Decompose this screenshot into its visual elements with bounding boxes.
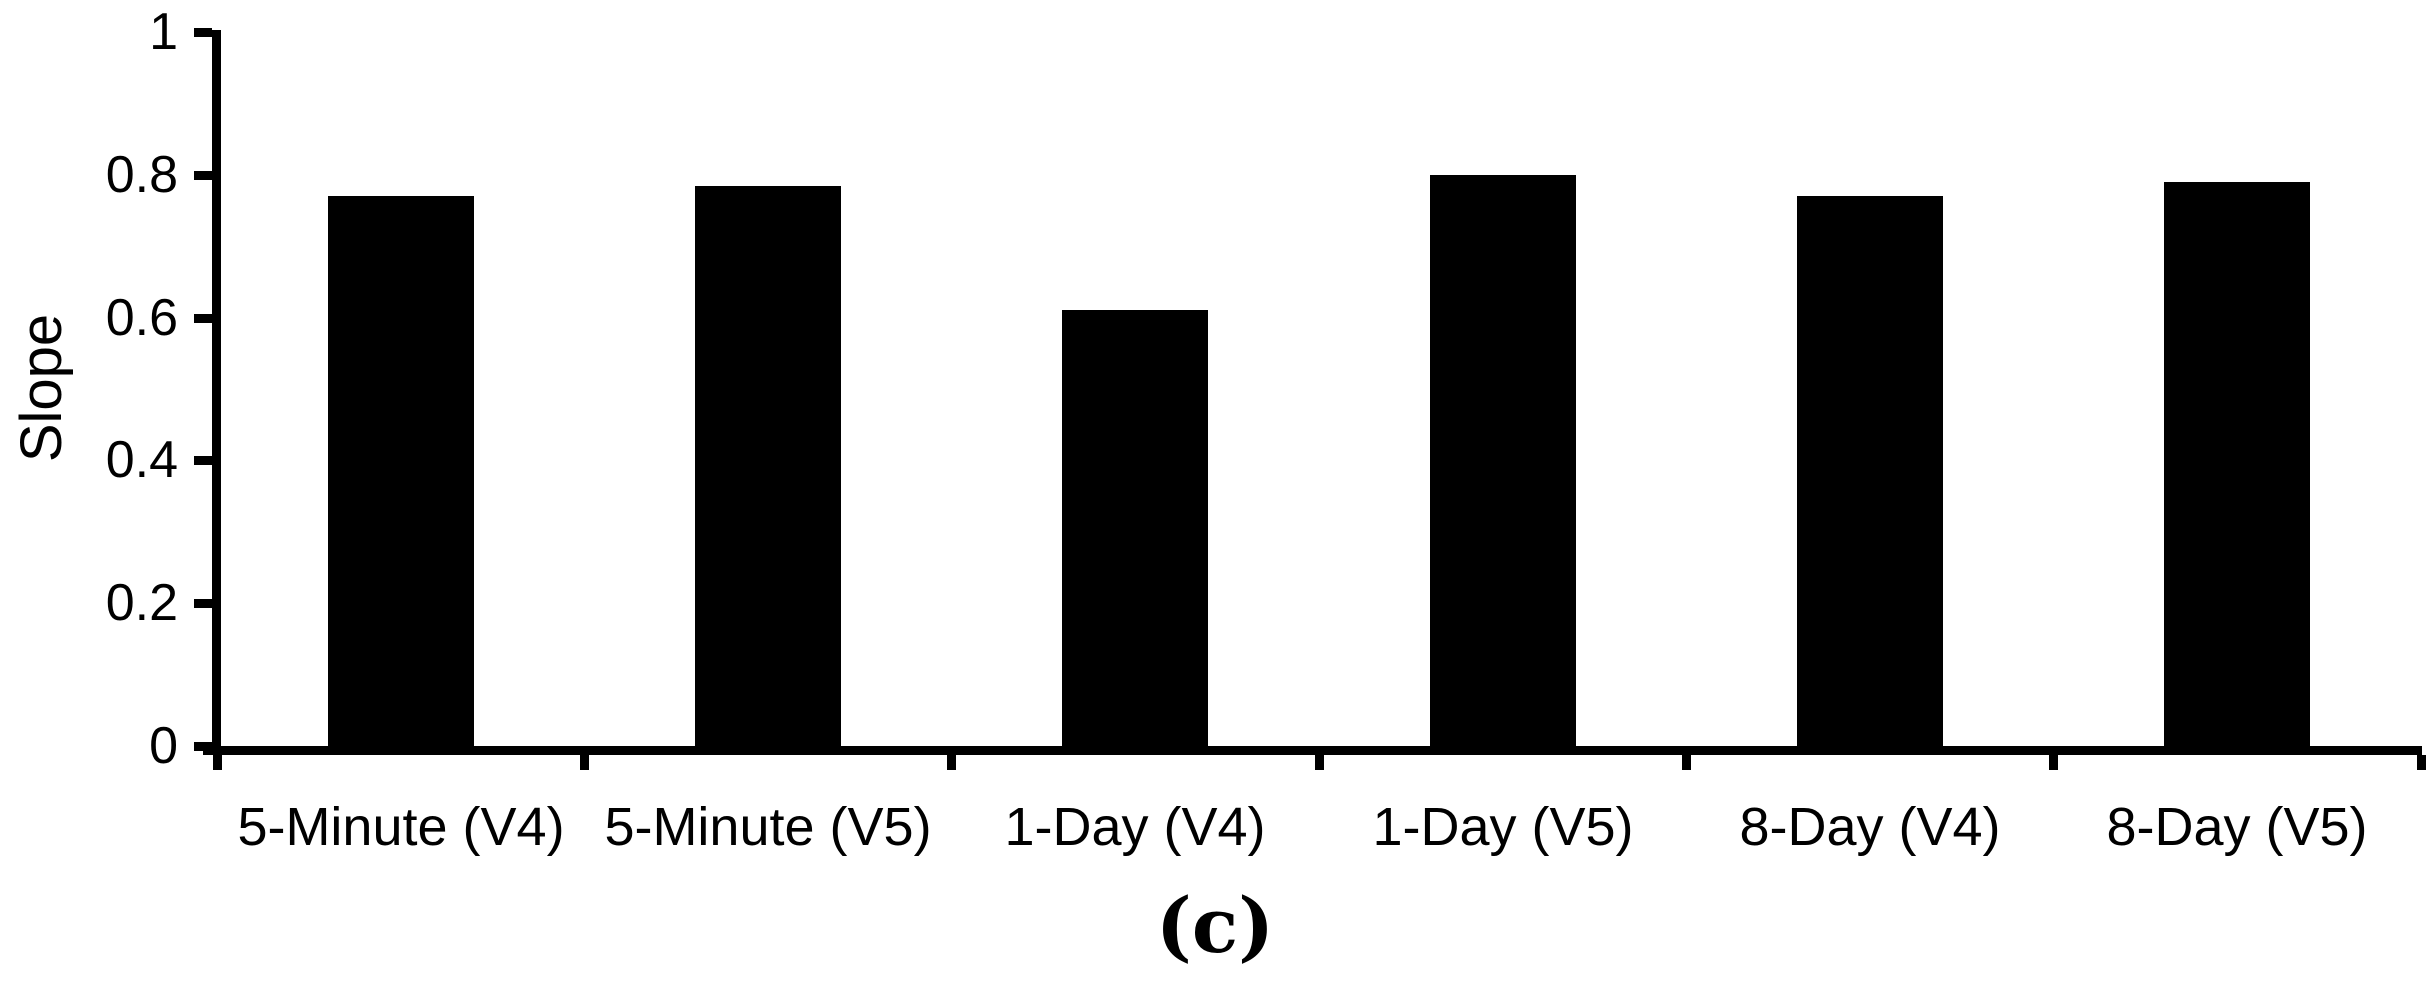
- y-axis-line: [212, 30, 221, 755]
- bar: [1062, 310, 1208, 746]
- y-tick-label: 0.8: [105, 145, 178, 204]
- x-category-label: 1-Day (V5): [1372, 797, 1634, 857]
- x-tick-mark: [580, 755, 589, 770]
- y-tick-label: 0: [149, 717, 178, 775]
- y-tick-mark: [194, 599, 212, 609]
- x-category-label: 8-Day (V5): [2106, 797, 2368, 857]
- x-tick-mark: [1682, 755, 1691, 770]
- x-tick-mark: [1315, 755, 1324, 770]
- bar: [695, 186, 841, 746]
- x-tick-mark: [2417, 755, 2426, 770]
- bar: [328, 196, 474, 746]
- y-tick-label: 0.2: [105, 574, 178, 633]
- bar: [1797, 196, 1943, 746]
- figure-caption: (c): [1155, 881, 1275, 970]
- y-tick-mark: [194, 170, 212, 180]
- y-tick-label: 0.4: [105, 431, 178, 490]
- y-tick-mark: [194, 456, 212, 466]
- x-category-label: 1-Day (V4): [1004, 797, 1266, 857]
- y-tick-mark: [194, 313, 212, 323]
- y-tick-label: 1: [149, 3, 178, 61]
- x-tick-mark: [2049, 755, 2058, 770]
- y-tick-mark: [194, 28, 212, 37]
- x-category-label: 5-Minute (V4): [237, 797, 565, 857]
- bar: [1430, 175, 1576, 746]
- y-tick-label: 0.6: [105, 288, 178, 347]
- x-category-label: 8-Day (V4): [1739, 797, 2001, 857]
- bar: [2164, 182, 2310, 746]
- y-axis-label: Slope: [9, 313, 74, 463]
- x-tick-mark: [947, 755, 956, 770]
- x-tick-mark: [213, 755, 222, 770]
- x-category-label: 5-Minute (V5): [604, 797, 932, 857]
- x-axis-line: [203, 746, 2422, 755]
